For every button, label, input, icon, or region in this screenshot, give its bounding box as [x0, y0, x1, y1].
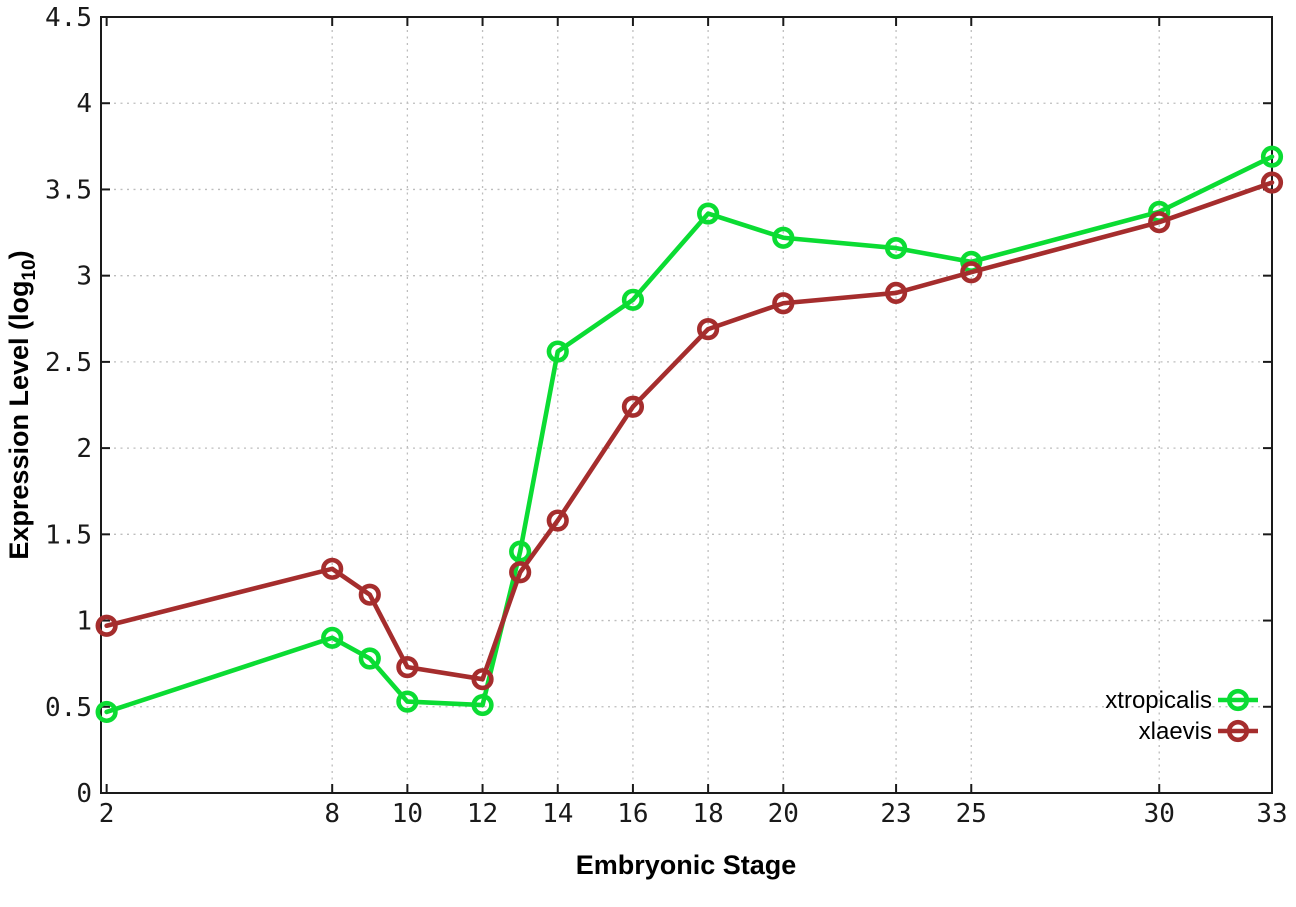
gridlines	[101, 17, 1272, 793]
y-axis-title-subscript: 10	[19, 259, 40, 280]
data-point-xlaevis-12	[471, 668, 494, 691]
data-point-xlaevis-16	[621, 395, 645, 418]
data-point-xlaevis-18	[697, 318, 720, 341]
data-point-xtropicalis-20	[772, 226, 795, 249]
data-point-xlaevis-10	[396, 656, 419, 679]
data-point-xlaevis-25	[960, 261, 983, 284]
legend: xtropicalis xlaevis	[1105, 687, 1258, 745]
y-axis-title-close: )	[4, 250, 34, 259]
x-tick-label: 18	[692, 799, 723, 829]
data-point-xtropicalis-23	[884, 236, 908, 260]
data-point-xlaevis-9	[358, 583, 381, 606]
data-point-xtropicalis-9	[358, 647, 381, 670]
series-xtropicalis	[95, 145, 1284, 724]
data-point-xtropicalis-18	[697, 202, 720, 225]
y-tick-label: 3.5	[45, 175, 92, 205]
plot-border	[100, 16, 1273, 794]
data-point-xlaevis-13	[509, 561, 532, 584]
y-tick-label: 1.5	[45, 520, 92, 550]
legend-sample-marker-xlaevis	[1226, 719, 1250, 743]
legend-label-xtropicalis: xtropicalis	[1105, 687, 1212, 714]
x-tick-label: 16	[617, 799, 648, 829]
data-point-xtropicalis-12	[471, 693, 494, 717]
y-tick-label: 0.5	[45, 693, 92, 723]
data-point-xtropicalis-16	[621, 288, 645, 311]
legend-label-xlaevis: xlaevis	[1139, 718, 1212, 745]
y-tick-label: 0	[76, 779, 92, 809]
y-tick-label: 3	[76, 262, 92, 292]
data-point-xlaevis-20	[772, 292, 795, 315]
x-tick-label: 14	[542, 799, 573, 829]
data-point-xlaevis-30	[1148, 211, 1171, 234]
data-point-xtropicalis-10	[396, 690, 419, 713]
x-tick-label: 8	[324, 799, 340, 829]
x-tick-label: 25	[956, 799, 987, 829]
data-point-xtropicalis-33	[1260, 145, 1284, 168]
data-point-xlaevis-2	[95, 614, 118, 637]
data-point-xlaevis-8	[321, 557, 344, 580]
data-point-xlaevis-23	[884, 281, 908, 305]
y-tick-label: 4.5	[45, 3, 92, 33]
series-line-xlaevis	[104, 180, 1275, 682]
legend-entry-xtropicalis: xtropicalis	[1105, 687, 1258, 714]
legend-sample-marker-xtropicalis	[1226, 688, 1250, 712]
tick-labels: 2 8 10 12 14 16 18 20 23 25 30 33 0 0.5 1 1.5 2 2.5 3 3.5 4 4…	[45, 3, 1288, 829]
y-axis-title-main: Expression Level (log	[4, 281, 34, 560]
data-point-xlaevis-14	[546, 509, 569, 532]
y-tick-label: 2.5	[45, 348, 92, 378]
legend-entry-xlaevis: xlaevis	[1139, 718, 1258, 745]
x-tick-label: 10	[392, 799, 423, 829]
axes	[100, 16, 1273, 794]
data-point-xtropicalis-13	[509, 540, 532, 563]
y-tick-label: 4	[76, 89, 92, 119]
x-tick-label: 2	[99, 799, 115, 829]
data-series	[95, 145, 1284, 724]
x-axis-title: Embryonic Stage	[576, 850, 797, 880]
data-point-xtropicalis-2	[95, 700, 118, 724]
data-point-xtropicalis-8	[321, 626, 344, 649]
x-tick-label: 12	[467, 799, 498, 829]
y-tick-label: 1	[76, 607, 92, 637]
x-tick-label: 20	[768, 799, 799, 829]
data-point-xlaevis-33	[1260, 171, 1284, 194]
x-tick-label: 33	[1256, 799, 1287, 829]
series-xlaevis	[95, 171, 1284, 691]
data-point-xtropicalis-14	[546, 340, 569, 363]
y-tick-label: 2	[76, 434, 92, 464]
x-tick-label: 23	[880, 799, 911, 829]
x-tick-label: 30	[1144, 799, 1175, 829]
y-axis-title: Expression Level (log10)	[4, 250, 40, 559]
